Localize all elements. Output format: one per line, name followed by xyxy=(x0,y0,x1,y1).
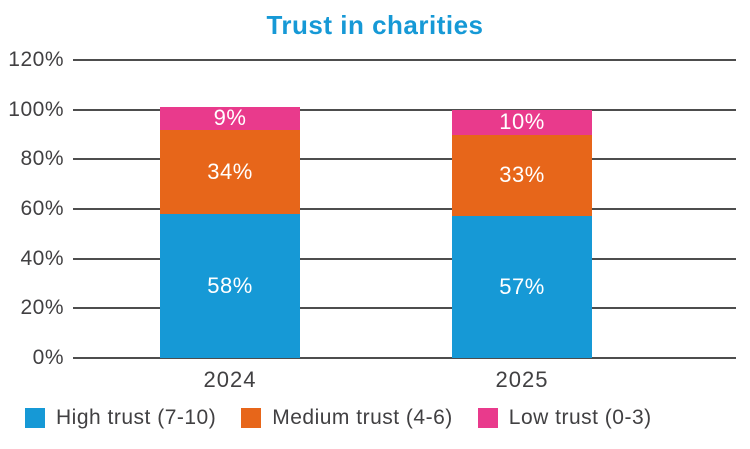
x-axis-tick-label-2024: 2024 xyxy=(203,367,257,392)
y-axis-tick-label: 20% xyxy=(20,296,64,320)
y-axis-tick-label: 60% xyxy=(20,197,64,220)
bar-segment-label: 58% xyxy=(207,272,253,298)
legend-item-medium-trust: Medium trust (4-6) xyxy=(241,406,453,430)
bar-2024: 58% 34% 9% xyxy=(160,107,300,358)
bar-segment-low-trust-2024: 9% xyxy=(160,105,300,131)
legend-label: Low trust (0-3) xyxy=(508,406,652,429)
legend-swatch-medium-trust xyxy=(241,408,262,428)
gridline-60 xyxy=(73,208,736,210)
gridline-40 xyxy=(73,257,736,260)
bar-segment-label: 9% xyxy=(213,105,247,131)
gridline-80 xyxy=(73,158,736,161)
bar-segment-label: 57% xyxy=(499,274,545,300)
x-axis-tick-label-2025: 2025 xyxy=(495,367,549,392)
legend-item-low-trust: Low trust (0-3) xyxy=(477,406,652,430)
legend-swatch-low-trust xyxy=(477,408,498,428)
bar-segment-high-trust-2025: 57% xyxy=(452,216,592,358)
bar-segment-label: 10% xyxy=(499,109,545,135)
legend-label: Medium trust (4-6) xyxy=(272,406,453,429)
chart-title: Trust in charities xyxy=(266,10,484,40)
bar-segment-high-trust-2024: 58% xyxy=(160,213,300,358)
gridline-100 xyxy=(73,108,736,111)
gridline-0 xyxy=(73,357,736,359)
legend-label: High trust (7-10) xyxy=(56,406,217,429)
plot-area: 58% 34% 9% 57% 33% 10% xyxy=(73,59,736,359)
bar-segment-label: 33% xyxy=(499,162,545,188)
bar-segment-medium-trust-2024: 34% xyxy=(160,129,300,214)
bar-segment-medium-trust-2025: 33% xyxy=(452,134,592,217)
gridline-20 xyxy=(73,307,736,310)
y-axis-tick-label: 120% xyxy=(8,48,64,71)
legend-swatch-high-trust xyxy=(25,408,45,428)
legend-item-high-trust: High trust (7-10) xyxy=(25,406,216,430)
bar-segment-low-trust-2025: 10% xyxy=(452,109,592,135)
bar-segment-label: 34% xyxy=(207,158,253,184)
y-axis-tick-label: 100% xyxy=(8,97,64,121)
legend: High trust (7-10) Medium trust (4-6) Low t… xyxy=(25,406,652,430)
bar-2025: 57% 33% 10% xyxy=(452,109,592,358)
gridline-120 xyxy=(73,59,736,61)
y-axis-tick-label: 0% xyxy=(32,346,64,369)
y-axis-tick-label: 40% xyxy=(20,246,64,270)
y-axis-tick-label: 80% xyxy=(20,147,64,171)
